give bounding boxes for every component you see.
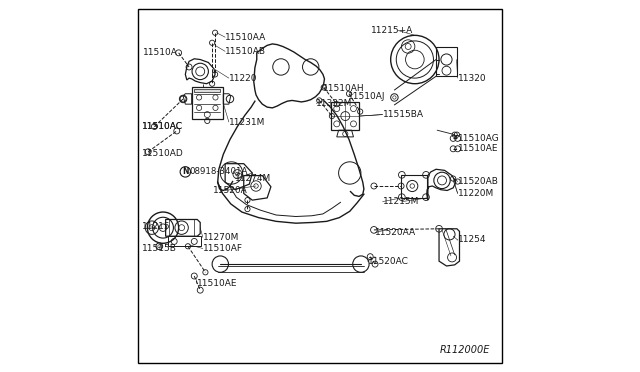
Text: 11515BA: 11515BA	[383, 110, 424, 119]
Text: 11215+A: 11215+A	[371, 26, 413, 35]
Bar	[191, 87, 223, 119]
Text: 11220M: 11220M	[458, 189, 494, 198]
Text: 11510AH: 11510AH	[323, 84, 365, 93]
Text: 11510AB: 11510AB	[225, 47, 266, 56]
Text: 11515B: 11515B	[142, 244, 177, 253]
Text: 11270M: 11270M	[203, 233, 239, 242]
Text: 11215: 11215	[142, 222, 171, 231]
Text: 11510AA: 11510AA	[225, 33, 266, 42]
Text: 11215M: 11215M	[383, 197, 419, 206]
Text: 11520AB: 11520AB	[458, 177, 499, 186]
Bar	[401, 175, 427, 198]
Text: N: N	[182, 167, 189, 176]
Text: 11510AC: 11510AC	[142, 122, 183, 131]
Bar	[331, 102, 359, 130]
Text: 11510A: 11510A	[143, 48, 178, 57]
Text: 08918-3401A: 08918-3401A	[189, 167, 248, 176]
Text: 11320: 11320	[458, 74, 486, 83]
Text: 11520AA: 11520AA	[375, 228, 416, 237]
Text: 11274M: 11274M	[235, 174, 271, 183]
Text: 11231M: 11231M	[229, 118, 265, 126]
Text: 11510AG: 11510AG	[458, 134, 499, 143]
Text: R112000E: R112000E	[440, 346, 490, 355]
Bar	[168, 236, 201, 246]
Text: 11510AE: 11510AE	[458, 144, 498, 153]
Text: 11520A: 11520A	[213, 186, 248, 195]
Text: 11510AE: 11510AE	[196, 279, 237, 288]
Text: 11254: 11254	[458, 235, 486, 244]
Text: 11332M: 11332M	[316, 99, 353, 108]
Bar	[436, 46, 456, 76]
Bar	[195, 89, 220, 92]
Text: 11220: 11220	[229, 74, 257, 83]
Text: 11520AC: 11520AC	[367, 257, 408, 266]
Text: 11510AJ: 11510AJ	[348, 92, 385, 101]
Text: 11510AD: 11510AD	[142, 149, 184, 158]
Text: 11510AC: 11510AC	[142, 122, 183, 131]
Text: 11510AF: 11510AF	[203, 244, 243, 253]
